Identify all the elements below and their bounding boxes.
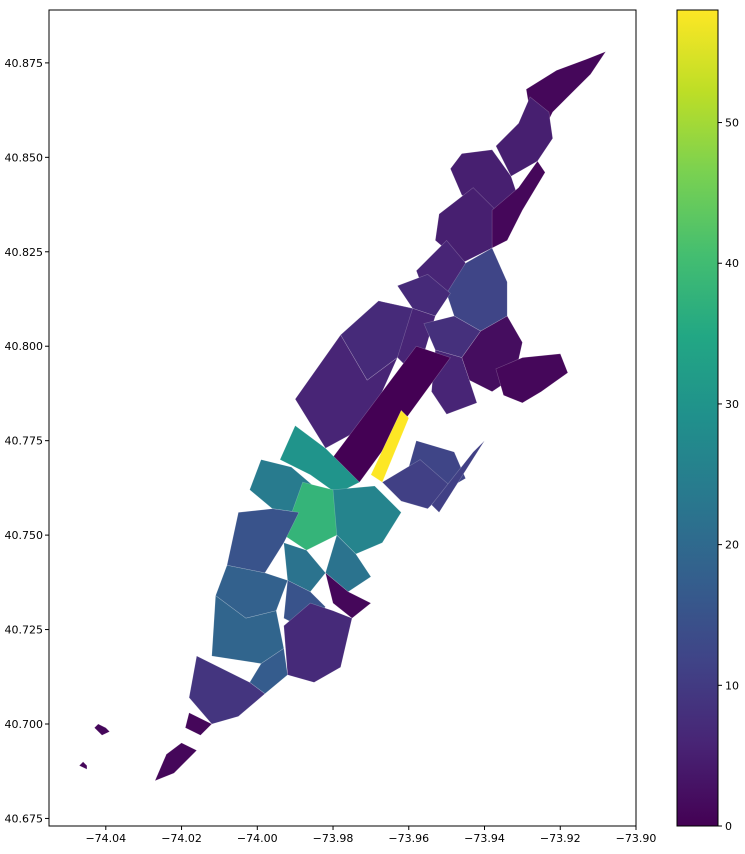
colorbar-tick-label: 20: [725, 539, 739, 552]
choropleth-regions: [78, 50, 607, 782]
region-manhattanville: [396, 274, 451, 317]
region-liberty-island: [78, 761, 88, 770]
y-tick-label: 40.750: [5, 529, 44, 542]
region-harlem-river-strip: [491, 160, 546, 249]
map-plot-area: [78, 50, 607, 782]
region-randalls-island: [495, 353, 569, 404]
x-tick-label: −74.00: [237, 832, 278, 845]
region-governors-island: [154, 742, 198, 782]
colorbar-frame: [676, 9, 719, 827]
x-tick-label: −73.90: [616, 832, 657, 845]
colorbar-tick-label: 40: [725, 257, 739, 270]
x-tick-label: −73.94: [464, 832, 505, 845]
x-tick-label: −74.04: [85, 832, 126, 845]
y-tick-label: 40.825: [5, 246, 44, 259]
plot-frame: [48, 9, 637, 827]
colorbar-ticks: 0 10 20 30 40 50: [718, 117, 739, 833]
x-tick-label: −73.98: [313, 832, 354, 845]
colorbar-tick-label: 0: [725, 820, 732, 833]
colorbar-tick-label: 30: [725, 398, 739, 411]
y-tick-label: 40.775: [5, 435, 44, 448]
region-upper-west-side-n: [340, 300, 413, 381]
colorbar-tick-label: 50: [725, 117, 739, 130]
colorbar: 0 10 20 30 40 50: [676, 9, 739, 833]
region-fort-george: [495, 96, 554, 177]
region-battery-park: [184, 712, 213, 736]
y-tick-label: 40.700: [5, 718, 44, 731]
y-axis: 40.675 40.700 40.725 40.750 40.775 40.800 40.8…: [5, 57, 49, 825]
colorbar-tick-label: 10: [725, 679, 739, 692]
y-tick-label: 40.850: [5, 151, 44, 164]
region-financial-district: [188, 655, 266, 725]
y-tick-label: 40.800: [5, 340, 44, 353]
region-chinatown: [249, 647, 288, 695]
y-tick-label: 40.725: [5, 624, 44, 637]
region-stuyvesant: [324, 572, 372, 619]
y-tick-label: 40.675: [5, 812, 44, 825]
x-tick-label: −74.02: [161, 832, 202, 845]
region-roosevelt-island: [431, 440, 485, 513]
region-ellis-island: [93, 723, 111, 736]
region-lower-east-side: [283, 602, 353, 683]
region-flatiron: [283, 542, 326, 593]
x-tick-label: −73.92: [540, 832, 581, 845]
x-axis: −74.04 −74.02 −74.00 −73.98 −73.96 −73.94 −73.…: [85, 826, 656, 845]
colorbar-gradient: [677, 10, 718, 826]
region-murray-hill: [325, 534, 372, 593]
x-tick-label: −73.96: [388, 832, 429, 845]
y-tick-label: 40.875: [5, 57, 44, 70]
